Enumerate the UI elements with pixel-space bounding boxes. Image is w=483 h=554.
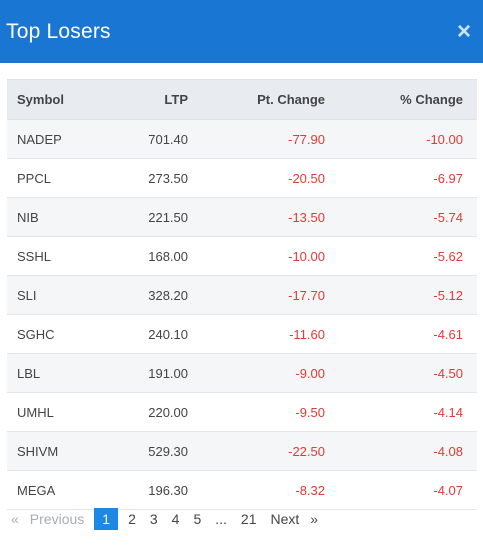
table-row[interactable]: NIB 221.50 -13.50 -5.74: [7, 197, 477, 237]
table-header-row: Symbol LTP Pt. Change % Change: [7, 79, 477, 120]
symbol-cell: SHIVM: [7, 431, 102, 471]
column-header-symbol[interactable]: Symbol: [7, 79, 102, 120]
ltp-cell: 529.30: [102, 431, 198, 471]
table-row[interactable]: NADEP 701.40 -77.90 -10.00: [7, 119, 477, 159]
ltp-cell: 221.50: [102, 197, 198, 237]
ltp-cell: 220.00: [102, 392, 198, 432]
pct-change-cell: -6.97: [335, 158, 477, 198]
column-header-pt-change[interactable]: Pt. Change: [198, 79, 335, 120]
pagination: « Previous 1 2 3 4 5 ... 21 Next »: [7, 508, 322, 530]
pct-change-cell: -10.00: [335, 119, 477, 159]
table-row[interactable]: SHIVM 529.30 -22.50 -4.08: [7, 431, 477, 471]
pct-change-cell: -4.14: [335, 392, 477, 432]
table-row[interactable]: LBL 191.00 -9.00 -4.50: [7, 353, 477, 393]
pt-change-cell: -20.50: [198, 158, 335, 198]
pt-change-cell: -11.60: [198, 314, 335, 354]
symbol-cell: SLI: [7, 275, 102, 315]
ltp-cell: 168.00: [102, 236, 198, 276]
pct-change-cell: -4.50: [335, 353, 477, 393]
pt-change-cell: -22.50: [198, 431, 335, 471]
page-button-1[interactable]: 1: [94, 508, 119, 530]
pt-change-cell: -9.00: [198, 353, 335, 393]
pct-change-cell: -5.12: [335, 275, 477, 315]
column-header-pct-change[interactable]: % Change: [335, 79, 477, 120]
symbol-cell: NADEP: [7, 119, 102, 159]
symbol-cell: PPCL: [7, 158, 102, 198]
page-button-3[interactable]: 3: [149, 511, 158, 527]
page-ellipsis: ...: [215, 511, 227, 527]
ltp-cell: 273.50: [102, 158, 198, 198]
pct-change-cell: -4.07: [335, 470, 477, 510]
page-button-4[interactable]: 4: [171, 511, 180, 527]
table-row[interactable]: SSHL 168.00 -10.00 -5.62: [7, 236, 477, 276]
losers-table-container: Symbol LTP Pt. Change % Change NADEP 701.…: [7, 79, 477, 510]
symbol-cell: LBL: [7, 353, 102, 393]
table-row[interactable]: SLI 328.20 -17.70 -5.12: [7, 275, 477, 315]
pt-change-cell: -77.90: [198, 119, 335, 159]
previous-button[interactable]: Previous: [29, 511, 85, 527]
ltp-cell: 328.20: [102, 275, 198, 315]
pt-change-cell: -8.32: [198, 470, 335, 510]
close-icon[interactable]: ×: [456, 17, 471, 45]
pct-change-cell: -4.61: [335, 314, 477, 354]
page-button-2[interactable]: 2: [128, 511, 136, 527]
pt-change-cell: -10.00: [198, 236, 335, 276]
next-button[interactable]: Next: [270, 511, 300, 527]
modal-header: Top Losers ×: [0, 0, 483, 63]
modal-title: Top Losers: [6, 19, 111, 43]
column-header-ltp[interactable]: LTP: [102, 79, 198, 120]
losers-table: Symbol LTP Pt. Change % Change NADEP 701.…: [7, 79, 477, 510]
page-button-5[interactable]: 5: [193, 511, 202, 527]
table-row[interactable]: MEGA 196.30 -8.32 -4.07: [7, 470, 477, 510]
pt-change-cell: -13.50: [198, 197, 335, 237]
table-row[interactable]: SGHC 240.10 -11.60 -4.61: [7, 314, 477, 354]
table-row[interactable]: UMHL 220.00 -9.50 -4.14: [7, 392, 477, 432]
symbol-cell: UMHL: [7, 392, 102, 432]
ltp-cell: 191.00: [102, 353, 198, 393]
next-arrow-icon[interactable]: »: [310, 511, 319, 527]
symbol-cell: NIB: [7, 197, 102, 237]
prev-arrow-icon[interactable]: «: [11, 511, 19, 527]
ltp-cell: 196.30: [102, 470, 198, 510]
pct-change-cell: -5.62: [335, 236, 477, 276]
ltp-cell: 240.10: [102, 314, 198, 354]
pct-change-cell: -5.74: [335, 197, 477, 237]
symbol-cell: SGHC: [7, 314, 102, 354]
pt-change-cell: -9.50: [198, 392, 335, 432]
table-row[interactable]: PPCL 273.50 -20.50 -6.97: [7, 158, 477, 198]
ltp-cell: 701.40: [102, 119, 198, 159]
symbol-cell: MEGA: [7, 470, 102, 510]
page-button-21[interactable]: 21: [240, 511, 257, 527]
symbol-cell: SSHL: [7, 236, 102, 276]
pct-change-cell: -4.08: [335, 431, 477, 471]
pt-change-cell: -17.70: [198, 275, 335, 315]
